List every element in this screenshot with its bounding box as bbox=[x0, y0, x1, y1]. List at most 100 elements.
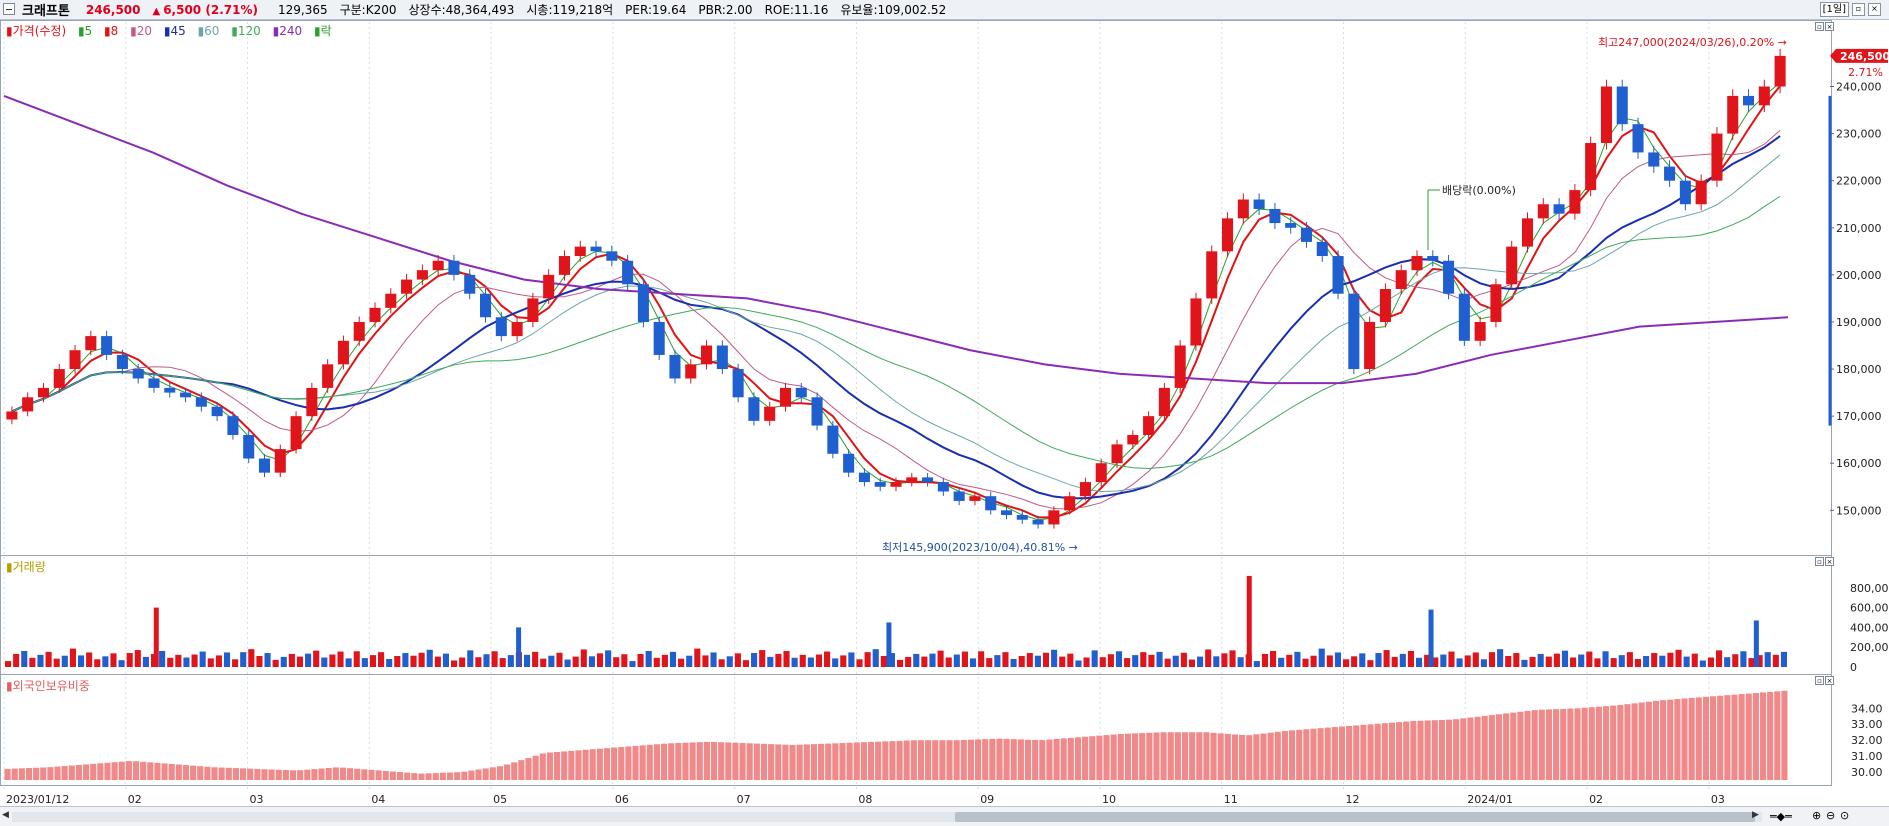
foreign-bar bbox=[1503, 713, 1510, 780]
volume-bar bbox=[1594, 658, 1601, 667]
volume-bar bbox=[191, 654, 198, 667]
candle-body bbox=[385, 293, 397, 308]
foreign-bar bbox=[168, 763, 175, 780]
legend-ma45[interactable]: ▮45 bbox=[163, 24, 186, 38]
candle-body bbox=[1048, 510, 1060, 525]
volume-bar bbox=[305, 653, 312, 667]
scroll-thumb[interactable] bbox=[955, 812, 1755, 822]
legend-ma8[interactable]: ▮8 bbox=[104, 24, 119, 38]
legend-ma240[interactable]: ▮240 bbox=[272, 24, 303, 38]
foreign-bar bbox=[1246, 735, 1253, 780]
foreign-bar bbox=[1210, 732, 1217, 780]
candle-body bbox=[479, 293, 492, 318]
volume-bar bbox=[1643, 656, 1650, 667]
volume-bar bbox=[1042, 652, 1050, 667]
legend-ma20[interactable]: ▮20 bbox=[130, 24, 153, 38]
foreign-bar bbox=[1424, 720, 1431, 780]
volume-bar bbox=[961, 651, 968, 667]
foreign-bar bbox=[1274, 731, 1281, 780]
legend-price[interactable]: ▮가격(수정) bbox=[6, 24, 67, 38]
candle-body bbox=[227, 416, 239, 435]
foreign-bar bbox=[432, 773, 439, 780]
legend-ma120[interactable]: ▮120 bbox=[231, 24, 261, 38]
volume-panel-menu-icon[interactable]: ▫ bbox=[1815, 557, 1824, 566]
foreign-bar bbox=[1652, 700, 1660, 780]
candle-body bbox=[1758, 86, 1770, 106]
foreign-bar bbox=[1110, 734, 1117, 780]
foreign-bar bbox=[347, 768, 354, 780]
legend-ma5[interactable]: ▮5 bbox=[77, 24, 93, 38]
foreign-bar bbox=[718, 742, 725, 780]
zoom-reset-icon[interactable]: ⊙ bbox=[1840, 809, 1850, 822]
candle-body bbox=[937, 482, 949, 492]
foreign-bar bbox=[639, 745, 646, 780]
foreign-bar bbox=[1403, 721, 1410, 780]
x-tick-label: 02 bbox=[128, 793, 142, 806]
volume-legend[interactable]: ▮거래량 bbox=[6, 560, 46, 574]
legend-exdiv[interactable]: ▮락 bbox=[313, 24, 332, 38]
foreign-bar bbox=[1203, 732, 1210, 780]
volume-bar bbox=[410, 655, 417, 667]
volume-panel-close-icon[interactable]: × bbox=[1825, 557, 1834, 566]
period-button[interactable]: [1일] bbox=[1819, 2, 1849, 17]
foreign-legend[interactable]: ▮외국인보유비중 bbox=[6, 679, 90, 693]
volume-bar bbox=[1537, 653, 1544, 667]
candle-body bbox=[290, 416, 302, 450]
volume-bar bbox=[1286, 654, 1293, 667]
foreign-bar bbox=[539, 753, 546, 780]
scroll-bar[interactable]: ◀ ▶ ═◆═ ⊕ ⊖ ⊙ bbox=[0, 806, 1889, 826]
market-stat: 구분:K200 bbox=[339, 3, 397, 17]
header-bar: 크래프톤 246,500 ▲ 6,500 (2.71%) 129,365 구분:K… bbox=[0, 0, 1889, 20]
volume-bar bbox=[864, 652, 871, 667]
candle-body bbox=[37, 387, 49, 398]
x-tick-label: 08 bbox=[858, 793, 872, 806]
foreign-bar bbox=[689, 742, 696, 780]
volume-bar bbox=[418, 652, 425, 667]
foreign-bar bbox=[1103, 735, 1110, 780]
scroll-left-icon[interactable]: ◀ bbox=[2, 810, 9, 820]
foreign-bar bbox=[389, 771, 396, 780]
foreign-bar bbox=[1324, 727, 1331, 780]
roe-stat: ROE:11.16 bbox=[764, 2, 829, 17]
scroll-track[interactable] bbox=[12, 812, 1762, 822]
foreign-bar bbox=[1460, 718, 1467, 780]
volume-bar bbox=[1610, 658, 1617, 667]
zoom-in-icon[interactable]: ⊕ bbox=[1812, 809, 1822, 822]
volume-bar bbox=[1359, 653, 1366, 667]
candle-body bbox=[22, 397, 34, 412]
zoom-out-icon[interactable]: ⊖ bbox=[1826, 809, 1836, 822]
foreign-bar bbox=[796, 744, 803, 780]
volume-bar bbox=[337, 651, 344, 667]
volume-bar bbox=[564, 659, 571, 667]
foreign-bar bbox=[910, 740, 917, 780]
volume-bar bbox=[1018, 656, 1025, 667]
restore-icon[interactable]: ▫ bbox=[1852, 3, 1865, 16]
volume-bar bbox=[386, 658, 393, 667]
foreign-panel-menu-icon[interactable]: ▫ bbox=[1815, 676, 1824, 685]
candle-body bbox=[1253, 199, 1265, 209]
foreign-bar bbox=[325, 767, 332, 780]
foreign-tick-label: 34.00 bbox=[1851, 702, 1883, 715]
foreign-bar bbox=[1545, 709, 1553, 780]
foreign-bar bbox=[960, 739, 967, 780]
volume-spike bbox=[1753, 620, 1759, 667]
scroll-right-icon[interactable]: ▶ bbox=[1752, 810, 1759, 820]
volume-bar bbox=[1448, 651, 1455, 667]
volume-bar bbox=[775, 653, 782, 667]
legend-ma60[interactable]: ▮60 bbox=[197, 24, 220, 38]
zoom-slider-icon[interactable]: ═◆═ bbox=[1770, 810, 1792, 823]
price-panel-menu-icon[interactable]: ▫ bbox=[1815, 22, 1824, 31]
foreign-bar bbox=[1467, 717, 1474, 780]
foreign-bar bbox=[1146, 732, 1153, 780]
close-icon[interactable]: × bbox=[1868, 3, 1881, 16]
candle-body bbox=[1616, 86, 1628, 125]
volume-bar bbox=[207, 658, 214, 667]
panel-toggle-icon[interactable] bbox=[3, 3, 15, 15]
price-panel-close-icon[interactable]: × bbox=[1825, 22, 1834, 31]
foreign-bar bbox=[404, 772, 411, 780]
foreign-bar bbox=[1674, 699, 1681, 780]
foreign-panel-close-icon[interactable]: × bbox=[1825, 676, 1834, 685]
candle-body bbox=[1395, 270, 1407, 289]
x-tick-label: 02 bbox=[1589, 793, 1603, 806]
